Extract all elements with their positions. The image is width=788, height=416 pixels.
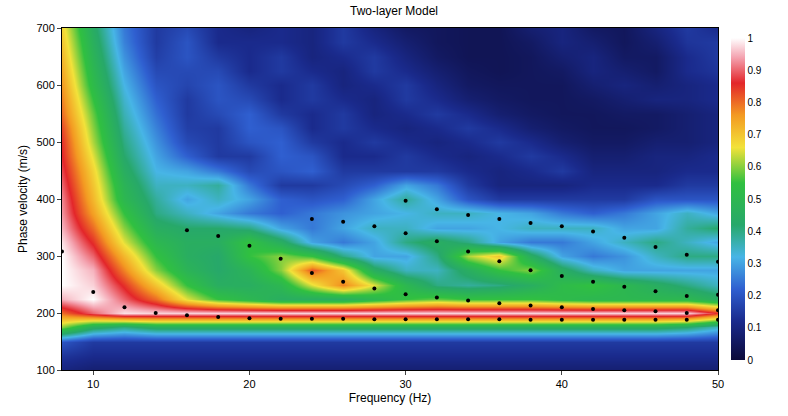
- svg-text:300: 300: [36, 250, 54, 262]
- svg-text:0.8: 0.8: [748, 97, 762, 108]
- svg-text:100: 100: [36, 364, 54, 376]
- svg-text:0.2: 0.2: [748, 290, 762, 301]
- svg-text:10: 10: [87, 378, 99, 390]
- svg-text:Phase velocity (m/s): Phase velocity (m/s): [16, 145, 30, 253]
- svg-text:600: 600: [36, 79, 54, 91]
- svg-text:0.4: 0.4: [748, 226, 762, 237]
- svg-text:0: 0: [748, 355, 754, 366]
- svg-text:400: 400: [36, 193, 54, 205]
- svg-text:500: 500: [36, 136, 54, 148]
- svg-text:0.3: 0.3: [748, 258, 762, 269]
- svg-text:0.5: 0.5: [748, 194, 762, 205]
- svg-text:700: 700: [36, 22, 54, 34]
- svg-text:Two-layer Model: Two-layer Model: [350, 4, 438, 18]
- svg-text:1: 1: [748, 33, 754, 44]
- svg-text:30: 30: [399, 378, 411, 390]
- svg-text:0.7: 0.7: [748, 129, 762, 140]
- svg-text:50: 50: [712, 378, 724, 390]
- svg-text:20: 20: [243, 378, 255, 390]
- svg-text:0.9: 0.9: [748, 65, 762, 76]
- svg-text:Frequency (Hz): Frequency (Hz): [349, 391, 432, 405]
- svg-text:0.1: 0.1: [748, 322, 762, 333]
- svg-text:200: 200: [36, 307, 54, 319]
- svg-text:40: 40: [556, 378, 568, 390]
- svg-text:0.6: 0.6: [748, 161, 762, 172]
